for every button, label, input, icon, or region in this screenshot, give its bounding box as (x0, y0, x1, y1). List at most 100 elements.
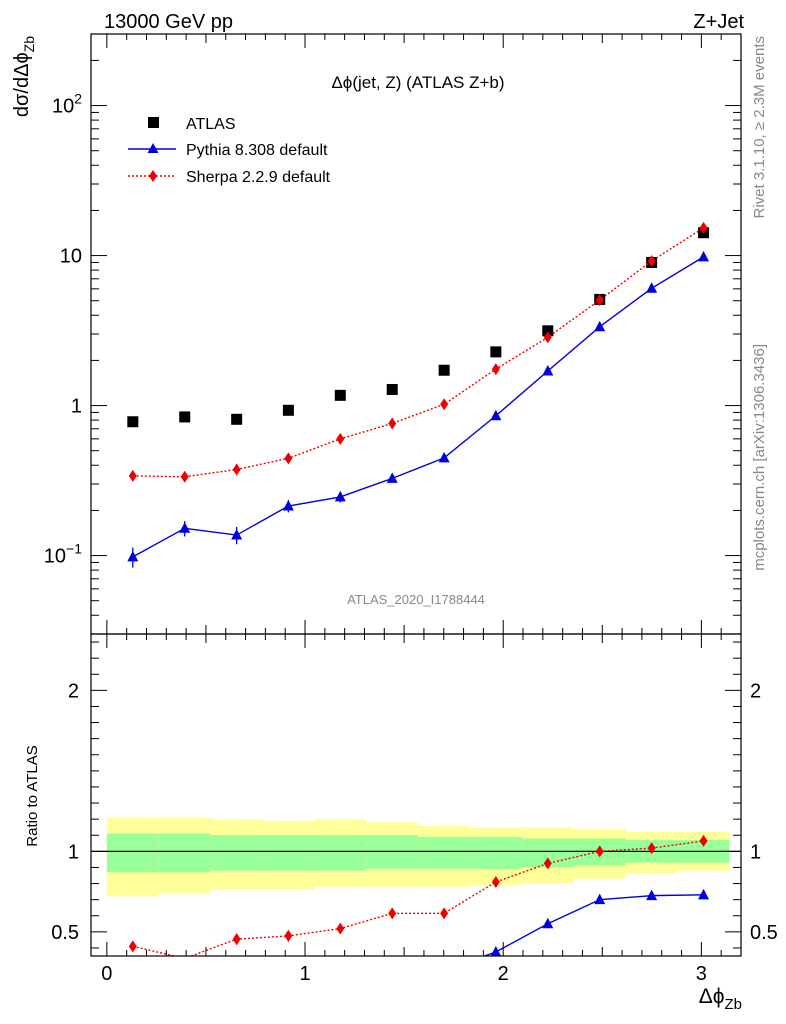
legend: ATLAS Pythia 8.308 default Sherpa 2.2.9 … (128, 116, 331, 186)
ratio-data-point (388, 907, 397, 920)
main-data-point (180, 470, 189, 483)
x-axis-label: ΔϕZb (699, 985, 742, 1013)
ratio-data-point (698, 888, 710, 900)
header-energy-label: 13000 GeV pp (104, 11, 233, 33)
main-data-point (179, 411, 191, 423)
x-tick-label: 1 (299, 963, 310, 985)
ratio-data-point (128, 940, 137, 953)
legend-marker-sherpa (149, 170, 157, 182)
main-data-point (594, 320, 606, 332)
ratio-data-point (646, 889, 658, 901)
main-data-point (336, 432, 345, 445)
main-data-point (490, 346, 502, 358)
x-tick-label: 3 (696, 963, 707, 985)
legend-label-pythia: Pythia 8.308 default (186, 142, 328, 159)
main-data-point (231, 529, 243, 540)
ratio-data-point (542, 917, 554, 929)
main-data-point (491, 363, 500, 376)
ratio-data-point (594, 893, 606, 905)
ratio-band-inner (106, 833, 159, 873)
ratio-data-point (699, 834, 708, 847)
ratio-plot-frame (90, 633, 742, 957)
ratio-y-tick-label: 2 (68, 680, 79, 702)
ratio-band-inner (158, 833, 211, 873)
main-data-point (388, 417, 397, 430)
ratio-y-tick-label: 1 (68, 841, 79, 863)
legend-marker-pythia (147, 143, 159, 153)
main-data-point (334, 490, 346, 502)
main-data-point (334, 389, 346, 401)
main-data-point (128, 469, 137, 482)
ratio-y-tick-label-right: 0.5 (750, 922, 778, 944)
analysis-watermark: ATLAS_2020_I1788444 (347, 592, 485, 607)
ratio-y-tick-label: 0.5 (51, 922, 79, 944)
main-data-point (646, 282, 658, 293)
ratio-data-point (490, 945, 502, 957)
main-data-point (698, 250, 710, 262)
data-layer (127, 221, 710, 957)
main-data-point (282, 404, 294, 416)
main-data-point (699, 221, 708, 234)
legend-label-atlas: ATLAS (186, 116, 236, 133)
main-data-point (127, 416, 139, 428)
main-y-tick-label: 1 (71, 396, 82, 418)
main-data-point (127, 550, 139, 562)
main-data-point (282, 500, 294, 511)
main-data-point (284, 452, 293, 465)
ratio-band-inner (314, 835, 367, 871)
main-data-point (386, 383, 398, 395)
main-data-point (179, 522, 191, 533)
header-process-label: Z+Jet (693, 11, 744, 33)
main-series-sherpa (128, 221, 708, 483)
rivet-version-label: Rivet 3.1.10, ≥ 2.3M events (751, 36, 768, 219)
main-data-point (543, 331, 552, 344)
ratio-data-point (336, 922, 345, 935)
main-data-point (231, 413, 243, 425)
ratio-series-pythia (482, 888, 710, 957)
ratio-data-point (232, 933, 241, 946)
ratio-data-point (440, 907, 449, 920)
main-data-point (647, 255, 656, 267)
main-y-tick-label: 10−1 (44, 541, 82, 568)
legend-label-sherpa: Sherpa 2.2.9 default (186, 169, 331, 186)
ratio-y-axis-label: Ratio to ATLAS (24, 745, 41, 846)
ratio-y-tick-label-right: 1 (750, 841, 761, 863)
x-tick-label: 2 (498, 963, 509, 985)
main-series-pythia (127, 250, 710, 568)
main-data-point (386, 472, 398, 483)
main-plot-title: Δϕ(jet, Z) (ATLAS Z+b) (331, 73, 504, 92)
ratio-series-line (132, 840, 704, 956)
ratio-band-inner (262, 835, 315, 871)
ratio-data-point (595, 845, 604, 858)
main-data-point (490, 409, 502, 421)
main-data-point (440, 398, 449, 411)
main-data-point (438, 451, 450, 463)
x-tick-label: 0 (101, 963, 112, 985)
main-data-point (438, 364, 450, 376)
ratio-series-line (482, 894, 704, 956)
ratio-data-point (543, 857, 552, 870)
ratio-band-inner (366, 835, 419, 870)
ratio-series-sherpa (128, 834, 708, 956)
main-y-axis-label: dσ/dΔϕZb (11, 36, 37, 117)
ratio-data-point (491, 875, 500, 888)
main-series-atlas (127, 227, 710, 428)
main-data-point (542, 325, 554, 337)
ratio-data-point (647, 842, 656, 855)
axis-layer: 0 1 2 3 10−1 1 10 102 0.5 0.5 1 1 2 2 (44, 33, 778, 985)
background-layer (91, 817, 741, 897)
ratio-data-point (284, 929, 293, 942)
main-data-point (232, 463, 241, 476)
main-data-point (595, 294, 604, 307)
ratio-y-tick-label-right: 2 (750, 680, 761, 702)
ratio-band-inner (210, 835, 263, 871)
ratio-band-inner (470, 836, 522, 870)
legend-marker-atlas (148, 117, 159, 128)
main-series-line (132, 256, 704, 558)
main-data-point (542, 365, 554, 376)
mcplots-reference-label: mcplots.cern.ch [arXiv:1306.3436] (751, 344, 768, 571)
main-series-line (132, 227, 704, 478)
ratio-band-inner (418, 836, 471, 870)
main-y-tick-label: 10 (60, 246, 82, 268)
